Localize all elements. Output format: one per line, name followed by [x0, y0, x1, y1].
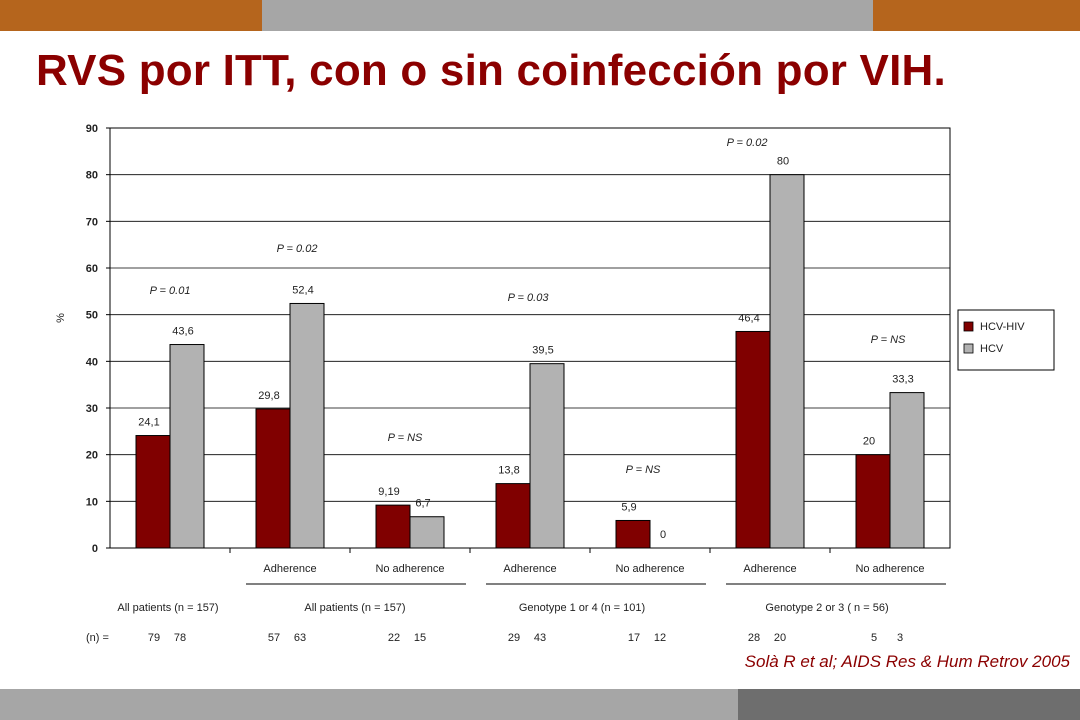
legend-swatch [963, 343, 974, 354]
data-label-hcv: 80 [777, 156, 789, 168]
bar-hcv-hiv [375, 504, 411, 549]
legend-box [957, 309, 1055, 371]
bar-hcv-hiv [855, 454, 891, 549]
data-label-hcv-hiv: 5,9 [621, 501, 636, 513]
bar-hcv-hiv [255, 408, 291, 549]
legend-swatch [963, 321, 974, 332]
bar-hcv [169, 344, 205, 549]
data-label-hcv-hiv: 46,4 [738, 312, 759, 324]
data-label-hcv-hiv: 13,8 [498, 465, 519, 477]
bar-chart: 0102030405060708090%24,143,629,852,49,19… [55, 123, 1055, 644]
group-label: All patients (n = 157) [117, 602, 218, 614]
n-value-hcv: 43 [534, 632, 546, 644]
y-tick-label: 60 [86, 263, 98, 275]
bottom-band-dark [738, 689, 1080, 720]
data-label-hcv: 43,6 [172, 326, 193, 338]
data-label-hcv-hiv: 9,19 [378, 486, 399, 498]
bar-hcv-hiv [135, 435, 171, 549]
n-value-hcv-hiv: 29 [508, 632, 520, 644]
n-value-hcv-hiv: 5 [871, 632, 877, 644]
y-axis-label: % [55, 313, 67, 323]
bar-hcv-hiv [735, 330, 771, 549]
group-label: Genotype 2 or 3 ( n = 56) [765, 602, 888, 614]
p-value-annotation: P = 0.02 [277, 243, 318, 255]
n-value-hcv: 3 [897, 632, 903, 644]
n-value-hcv-hiv: 28 [748, 632, 760, 644]
n-value-hcv: 15 [414, 632, 426, 644]
y-tick-label: 0 [92, 543, 98, 555]
slide-title: RVS por ITT, con o sin coinfección por V… [36, 46, 946, 95]
n-value-hcv: 12 [654, 632, 666, 644]
n-value-hcv-hiv: 17 [628, 632, 640, 644]
n-value-hcv: 20 [774, 632, 786, 644]
citation: Solà R et al; AIDS Res & Hum Retrov 2005 [744, 652, 1070, 671]
bottom-band-light [0, 689, 738, 720]
legend-entry: HCV-HIV [980, 321, 1025, 333]
data-label-hcv: 33,3 [892, 374, 913, 386]
n-value-hcv: 63 [294, 632, 306, 644]
p-value-annotation: P = NS [626, 464, 661, 476]
n-value-hcv-hiv: 57 [268, 632, 280, 644]
bar-hcv [889, 392, 925, 549]
p-value-annotation: P = NS [388, 432, 423, 444]
x-category-label: Adherence [503, 563, 556, 575]
data-label-hcv-hiv: 20 [863, 436, 875, 448]
legend-entry: HCV [980, 343, 1004, 355]
bar-hcv-hiv [495, 483, 531, 549]
data-label-hcv: 6,7 [415, 498, 430, 510]
data-label-hcv: 39,5 [532, 345, 553, 357]
y-tick-label: 50 [86, 310, 98, 322]
p-value-annotation: P = 0.03 [508, 292, 550, 304]
bar-hcv [529, 363, 565, 549]
top-band-right [873, 0, 1080, 31]
x-category-label: Adherence [263, 563, 316, 575]
y-tick-label: 80 [86, 170, 98, 182]
n-value-hcv: 78 [174, 632, 186, 644]
p-value-annotation: P = NS [871, 334, 906, 346]
n-row-label: (n) = [86, 632, 109, 644]
y-tick-label: 70 [86, 216, 98, 228]
x-category-label: No adherence [855, 563, 924, 575]
top-band-left [0, 0, 262, 31]
x-category-label: Adherence [743, 563, 796, 575]
group-label: All patients (n = 157) [304, 602, 405, 614]
n-value-hcv-hiv: 22 [388, 632, 400, 644]
x-category-label: No adherence [375, 563, 444, 575]
y-tick-label: 20 [86, 450, 98, 462]
bar-hcv [409, 516, 445, 549]
y-tick-label: 40 [86, 356, 98, 368]
bar-hcv-hiv [615, 519, 651, 549]
data-label-hcv: 52,4 [292, 284, 313, 296]
y-tick-label: 90 [86, 123, 98, 135]
bar-hcv [769, 174, 805, 549]
data-label-hcv-hiv: 24,1 [138, 417, 159, 429]
data-label-hcv: 0 [660, 529, 666, 541]
y-tick-label: 30 [86, 403, 98, 415]
group-label: Genotype 1 or 4 (n = 101) [519, 602, 645, 614]
p-value-annotation: P = 0.02 [727, 137, 768, 149]
y-tick-label: 10 [86, 496, 98, 508]
data-label-hcv-hiv: 29,8 [258, 390, 279, 402]
p-value-annotation: P = 0.01 [150, 285, 191, 297]
top-band-middle [262, 0, 873, 31]
x-category-label: No adherence [615, 563, 684, 575]
n-value-hcv-hiv: 79 [148, 632, 160, 644]
bar-hcv [289, 302, 325, 549]
